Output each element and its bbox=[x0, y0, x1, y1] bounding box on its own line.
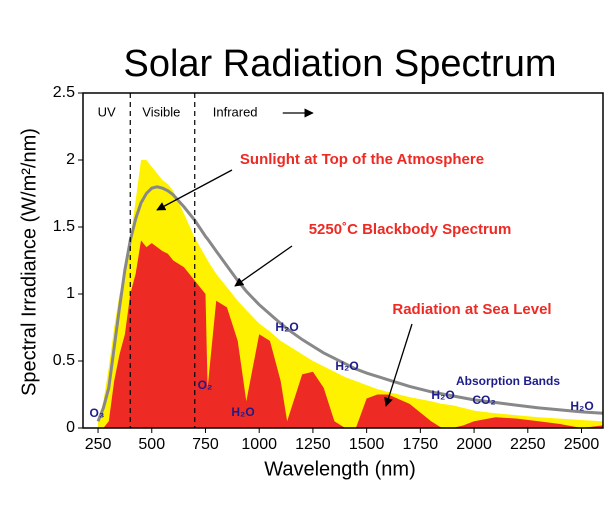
x-axis-label: Wavelength (nm) bbox=[264, 458, 416, 480]
annotation: H₂O bbox=[335, 359, 358, 373]
x-tick-label: 1000 bbox=[241, 436, 277, 453]
y-tick-label: 1.5 bbox=[53, 218, 75, 235]
annotation: H₂O bbox=[231, 405, 254, 419]
annotation: O₃ bbox=[90, 406, 105, 420]
x-tick-label: 1250 bbox=[295, 436, 331, 453]
plot-frame bbox=[82, 92, 604, 429]
region-label: Infrared bbox=[213, 104, 258, 119]
y-tick-label: 2.5 bbox=[53, 84, 75, 101]
annotation: O₂ bbox=[198, 378, 213, 392]
x-tick-label: 2000 bbox=[456, 436, 492, 453]
y-axis-label: Spectral Irradiance (W/m²/nm) bbox=[18, 128, 40, 396]
x-tick-label: 250 bbox=[85, 436, 112, 453]
x-tick-label: 2250 bbox=[510, 436, 546, 453]
area bbox=[98, 240, 603, 428]
annotation: H₂O bbox=[570, 399, 593, 413]
y-tick-label: 0.5 bbox=[53, 352, 75, 369]
series-arrow bbox=[156, 169, 233, 211]
x-tick-label: 1750 bbox=[403, 436, 439, 453]
x-tick-label: 750 bbox=[192, 436, 219, 453]
series-arrow bbox=[234, 245, 293, 287]
series-label: Radiation at Sea Level bbox=[392, 301, 551, 318]
y-tick-label: 1 bbox=[66, 285, 75, 302]
line bbox=[96, 185, 603, 422]
annotation: H₂O bbox=[431, 388, 454, 402]
region-label: Visible bbox=[142, 104, 180, 119]
annotation: H₂O bbox=[275, 320, 298, 334]
x-tick-label: 1500 bbox=[349, 436, 385, 453]
series-arrow bbox=[384, 323, 413, 407]
region-label: UV bbox=[98, 104, 116, 119]
series-label: Sunlight at Top of the Atmosphere bbox=[240, 151, 484, 168]
series-label: 5250˚C Blackbody Spectrum bbox=[309, 221, 512, 238]
y-tick-label: 2 bbox=[66, 151, 75, 168]
y-tick-label: 0 bbox=[66, 419, 75, 436]
annotation: CO₂ bbox=[472, 393, 495, 407]
annotation: Absorption Bands bbox=[456, 374, 560, 388]
chart-title: Solar Radiation Spectrum bbox=[124, 43, 557, 85]
x-tick-label: 500 bbox=[138, 436, 165, 453]
x-tick-label: 2500 bbox=[564, 436, 600, 453]
